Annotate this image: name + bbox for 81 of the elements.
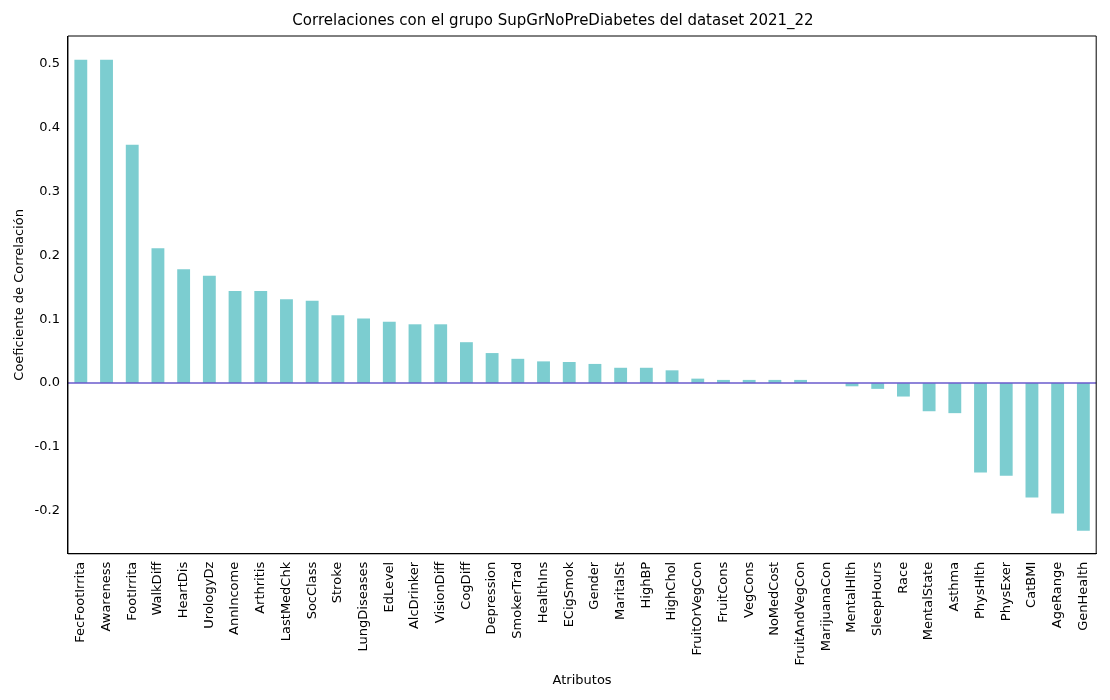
x-tick-label: CatBMI xyxy=(1023,561,1039,608)
y-tick-label: -0.2 xyxy=(34,502,60,518)
x-tick-label: Arthritis xyxy=(252,561,268,614)
x-tick-label: PhysExer xyxy=(997,561,1013,622)
bar xyxy=(202,275,216,384)
x-tick-label: VegCons xyxy=(740,561,756,618)
y-tick-label: 0.4 xyxy=(39,118,60,134)
x-tick-label: AnnIncome xyxy=(226,561,242,636)
x-tick-label: HighBP xyxy=(637,561,653,609)
bar xyxy=(459,342,473,384)
y-tick-label: 0.5 xyxy=(39,54,60,70)
x-tick-label: FruitAndVegCon xyxy=(791,561,807,666)
x-tick-label: UrologyDz xyxy=(200,561,216,629)
bar xyxy=(254,291,268,384)
x-tick-label: LungDiseases xyxy=(354,561,370,652)
bar xyxy=(537,361,550,384)
bar xyxy=(1051,383,1065,514)
bar xyxy=(228,291,242,384)
x-tick-label: FootIrrita xyxy=(123,561,139,621)
x-tick-label: Depression xyxy=(483,561,499,635)
x-tick-label: Stroke xyxy=(329,561,345,604)
bar xyxy=(511,358,525,384)
x-tick-label: HealthIns xyxy=(534,561,550,624)
x-axis-title: Atributos xyxy=(552,671,612,687)
x-tick-label: AgeRange xyxy=(1049,561,1065,629)
x-tick-label: FruitOrVegCon xyxy=(689,561,705,656)
x-tick-label: Gender xyxy=(586,561,602,610)
bar xyxy=(74,59,88,384)
bar xyxy=(305,300,319,384)
bar xyxy=(100,59,113,384)
bar xyxy=(1076,383,1090,531)
x-tick-label: SocClass xyxy=(303,561,319,620)
x-tick-label: Race xyxy=(894,561,910,594)
x-tick-label: FecFootIrrita xyxy=(72,561,88,643)
bar xyxy=(151,248,165,384)
y-tick-label: 0.1 xyxy=(39,310,60,326)
x-tick-label: MaritalSt xyxy=(612,561,628,620)
bar xyxy=(614,367,628,384)
x-tick-label: NoMedCost xyxy=(766,561,782,636)
x-tick-label: VisionDiff xyxy=(432,560,448,624)
bar xyxy=(639,367,653,384)
bar xyxy=(562,362,576,384)
x-tick-label: HeartDis xyxy=(175,561,191,619)
bar xyxy=(948,383,962,414)
x-tick-label: MentalHlth xyxy=(843,561,859,633)
x-tick-label: WalkDiff xyxy=(149,560,165,616)
y-tick-label: -0.1 xyxy=(34,438,60,454)
x-tick-label: EdLevel xyxy=(380,561,396,613)
y-tick-label: 0.0 xyxy=(39,374,60,390)
x-tick-label: PhysHlth xyxy=(971,561,987,620)
x-tick-label: Awareness xyxy=(97,561,113,632)
x-tick-label: GenHealth xyxy=(1074,561,1090,631)
bar xyxy=(382,321,396,384)
x-tick-label: MarijuanaCon xyxy=(817,561,833,652)
y-tick-label: 0.3 xyxy=(39,182,60,198)
x-tick-label: CogDiff xyxy=(457,560,473,610)
y-tick-label: 0.2 xyxy=(39,246,60,262)
bar xyxy=(485,353,499,384)
bar xyxy=(177,269,191,384)
bar xyxy=(434,324,448,384)
bar xyxy=(280,299,293,384)
bar xyxy=(1025,383,1039,498)
x-tick-label: HighChol xyxy=(663,561,679,621)
x-tick-label: AlcDrinker xyxy=(406,561,422,630)
bar xyxy=(922,383,936,412)
bar xyxy=(125,144,139,384)
bar xyxy=(408,324,422,384)
bar xyxy=(331,315,345,384)
x-tick-label: LastMedChk xyxy=(277,561,293,642)
y-axis-title: Coeficiente de Correlación xyxy=(11,209,27,381)
x-tick-label: FruitCons xyxy=(714,561,730,623)
bar xyxy=(357,318,371,384)
bar xyxy=(896,383,910,397)
x-tick-label: ECigSmok xyxy=(560,561,576,628)
x-tick-label: SmokerTrad xyxy=(509,561,525,639)
bar xyxy=(999,383,1013,476)
x-tick-label: Asthma xyxy=(946,561,962,612)
x-tick-label: SleepHours xyxy=(869,561,885,636)
bar xyxy=(974,383,987,473)
x-tick-label: MentalState xyxy=(920,561,936,641)
chart-title: Correlaciones con el grupo SupGrNoPreDiabetes del dataset 2021_22 xyxy=(292,10,814,30)
